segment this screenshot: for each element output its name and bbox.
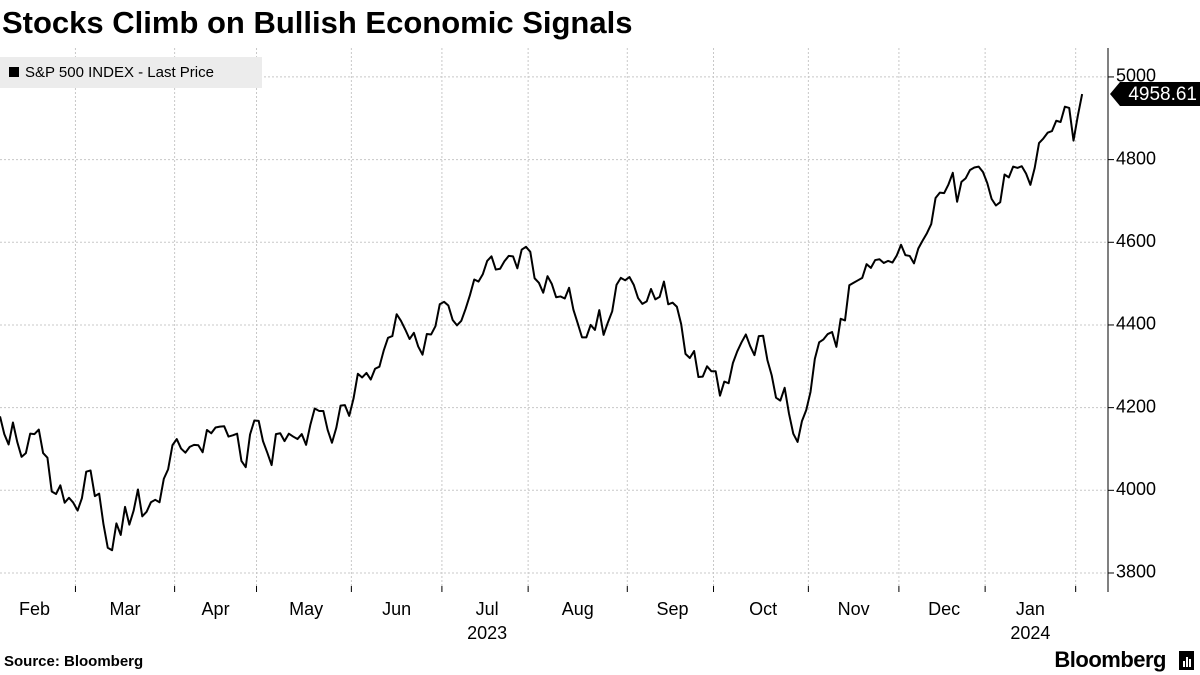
- x-tick-label: Jul: [476, 599, 499, 619]
- x-year-label: 2023: [467, 623, 507, 643]
- y-tick-label: 4800: [1116, 148, 1156, 168]
- last-price-flag: [1110, 82, 1200, 107]
- legend-label: S&P 500 INDEX - Last Price: [25, 64, 214, 81]
- x-tick-label: Aug: [562, 599, 594, 619]
- chart-title: Stocks Climb on Bullish Economic Signals: [2, 5, 632, 40]
- brand-icon: [1179, 651, 1194, 670]
- legend: S&P 500 INDEX - Last Price: [0, 57, 262, 88]
- y-tick-label: 4600: [1116, 231, 1156, 251]
- x-tick-label: Feb: [19, 599, 50, 619]
- brand: Bloomberg: [1054, 647, 1166, 672]
- x-tick-label: Jun: [382, 599, 411, 619]
- x-tick-label: Sep: [657, 599, 689, 619]
- legend-swatch: [9, 67, 19, 77]
- x-tick-label: Nov: [838, 599, 870, 619]
- y-tick-label: 4000: [1116, 479, 1156, 499]
- x-tick-label: Mar: [110, 599, 141, 619]
- y-tick-label: 5000: [1116, 66, 1156, 86]
- x-tick-label: Jan: [1016, 599, 1045, 619]
- last-price-label: 4958.61: [1128, 84, 1197, 105]
- y-tick-label: 4400: [1116, 314, 1156, 334]
- y-tick-label: 4200: [1116, 396, 1156, 416]
- x-tick-label: Oct: [749, 599, 777, 619]
- y-tick-label: 3800: [1116, 562, 1156, 582]
- x-tick-label: May: [289, 599, 323, 619]
- source: Source: Bloomberg: [4, 653, 143, 670]
- x-year-label: 2024: [1010, 623, 1050, 643]
- line-series: [0, 93, 1084, 552]
- x-tick-label: Apr: [202, 599, 230, 619]
- x-tick-label: Dec: [928, 599, 960, 619]
- legend-box: [0, 57, 262, 88]
